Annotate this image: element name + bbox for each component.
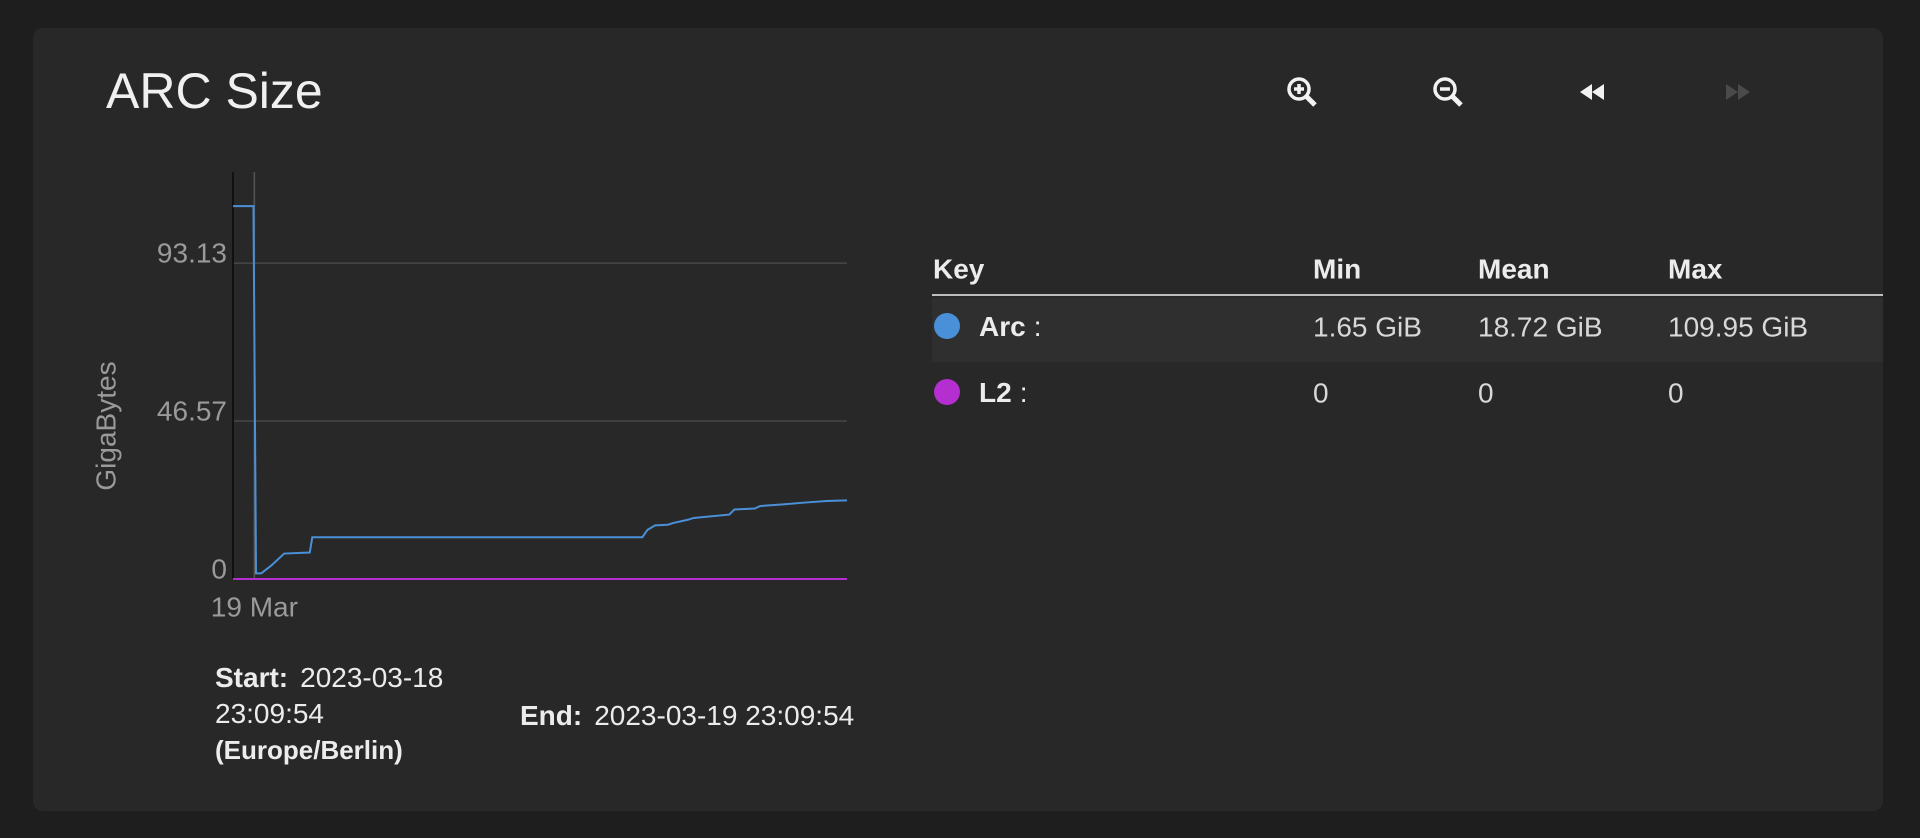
x-tick-label: 19 Mar <box>211 591 298 622</box>
timezone: (Europe/Berlin) <box>215 735 403 765</box>
y-tick-label: 0 <box>211 553 227 584</box>
table-cell: 109.95 GiB <box>1668 311 1808 342</box>
card <box>33 28 1883 811</box>
table-cell: 1.65 GiB <box>1313 311 1422 342</box>
series-name: L2 <box>979 377 1012 408</box>
table-header: Max <box>1668 253 1723 284</box>
card-title: ARC Size <box>106 63 323 119</box>
zoom-out[interactable] <box>1433 77 1463 107</box>
legend-key: L2: <box>979 377 1027 408</box>
table-cell: 18.72 GiB <box>1478 311 1603 342</box>
table-header: Min <box>1313 253 1361 284</box>
end-label: End: <box>520 700 583 731</box>
separator: : <box>1034 311 1042 342</box>
table-cell: 0 <box>1313 377 1329 408</box>
zoom-in[interactable] <box>1287 77 1317 107</box>
legend-swatch <box>934 313 960 339</box>
row-highlight <box>932 298 1883 362</box>
start-time: 2023-03-18 23:09:54 <box>215 662 444 729</box>
table-cell: 0 <box>1668 377 1684 408</box>
legend-swatch <box>934 379 960 405</box>
end-range: End: 2023-03-19 23:09:54 <box>520 698 865 734</box>
start-range: Start: 2023-03-18 23:09:54 (Europe/Berlin) <box>215 660 465 768</box>
series-line <box>233 205 848 575</box>
series-name: Arc <box>979 311 1026 342</box>
start-label: Start: <box>215 662 289 693</box>
legend-key: Arc: <box>979 311 1041 342</box>
end-time: 2023-03-19 23:09:54 <box>594 700 855 731</box>
fast-forward[interactable] <box>1726 84 1750 100</box>
rewind[interactable] <box>1580 84 1604 100</box>
y-axis-label: GigaBytes <box>90 361 121 490</box>
table-header: Key <box>933 253 985 284</box>
y-tick-label: 46.57 <box>157 395 227 426</box>
table-cell: 0 <box>1478 377 1494 408</box>
y-tick-label: 93.13 <box>157 238 227 269</box>
separator: : <box>1020 377 1028 408</box>
table-header: Mean <box>1478 253 1550 284</box>
